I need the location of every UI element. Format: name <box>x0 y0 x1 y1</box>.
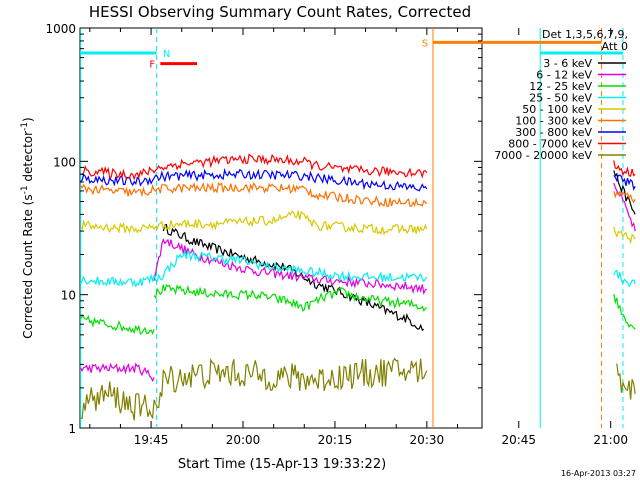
y-label-mid: detector <box>21 131 35 186</box>
series-line-segment <box>80 362 155 383</box>
legend-label: 300 - 800 keV <box>515 126 592 139</box>
y-tick-label: 1 <box>68 422 76 436</box>
series-line-segment <box>613 174 636 191</box>
y-label-main: Corrected Count Rate (s <box>21 194 35 338</box>
series-line-segment <box>613 293 636 330</box>
x-axis-label: Start Time (15-Apr-13 19:33:22) <box>178 457 386 472</box>
series-line-segment <box>80 357 428 421</box>
interval-markers <box>80 28 624 428</box>
y-axis-label: Corrected Count Rate (s-1 detector-1) <box>20 117 35 338</box>
y-tick-label: 10 <box>61 289 76 303</box>
x-tick-label: 20:30 <box>410 433 445 447</box>
legend-label: 6 - 12 keV <box>536 69 592 82</box>
series-line-segment <box>613 182 636 232</box>
legend-label: 3 - 6 keV <box>543 57 592 70</box>
series-line-segment <box>80 248 428 288</box>
legend-label: 7000 - 20000 keV <box>494 149 592 162</box>
timestamp: 16-Apr-2013 03:27 <box>561 469 636 478</box>
series-lines <box>80 153 636 421</box>
state-label-S: S <box>422 38 428 49</box>
legend-label: 50 - 100 keV <box>522 103 592 116</box>
x-tick-label: 20:45 <box>501 433 536 447</box>
y-label-sup2: -1 <box>20 122 30 131</box>
y-label-sup1: -1 <box>20 185 30 194</box>
state-bars: NF S <box>80 38 623 71</box>
chart-title: HESSI Observing Summary Count Rates, Cor… <box>89 3 471 21</box>
series-line-segment <box>80 167 428 192</box>
legend-label: 25 - 50 keV <box>529 92 592 105</box>
legend-title-line1: Det 1,3,5,6,7,9, <box>542 28 628 41</box>
x-tick-label: 20:15 <box>318 433 353 447</box>
series-100-300keV <box>80 182 636 208</box>
series-12-25keV <box>80 284 636 336</box>
series-line-segment <box>80 182 428 208</box>
plot-frame <box>79 27 483 429</box>
state-label-F: F <box>149 60 155 71</box>
series-6-12keV <box>80 182 636 383</box>
legend-label: 100 - 300 keV <box>515 115 592 128</box>
series-25-50keV <box>80 248 636 288</box>
series-line-segment <box>613 160 636 178</box>
y-label-end: ) <box>21 117 35 122</box>
legend-title-line2: Att 0 <box>602 40 628 53</box>
state-label-N: N <box>163 49 170 60</box>
legend-label: 12 - 25 keV <box>529 80 592 93</box>
x-tick-label: 20:00 <box>226 433 261 447</box>
series-line-segment <box>80 153 428 181</box>
series-300-800keV <box>80 167 636 192</box>
series-line-segment <box>162 223 425 331</box>
x-tick-label: 21:00 <box>593 433 628 447</box>
series-line-segment <box>616 363 636 400</box>
legend-label: 800 - 7000 keV <box>508 138 592 151</box>
series-line-segment <box>80 210 428 236</box>
series-line-segment <box>153 284 428 312</box>
series-line-segment <box>613 269 636 288</box>
series-line-segment <box>613 190 636 204</box>
x-tick-label: 19:45 <box>134 433 169 447</box>
y-tick-label: 1000 <box>45 22 76 36</box>
series-7000-20000keV <box>80 357 636 421</box>
series-line-segment <box>153 237 428 296</box>
series-line-segment <box>80 314 155 336</box>
series-line-segment <box>613 226 636 245</box>
y-tick-label: 100 <box>53 155 76 169</box>
series-800-7000keV <box>80 153 636 181</box>
series-50-100keV <box>80 210 636 245</box>
axis-ticks: 19:45 20:00 20:15 20:30 20:45 21:00 1 10 100 1000 <box>45 22 628 447</box>
